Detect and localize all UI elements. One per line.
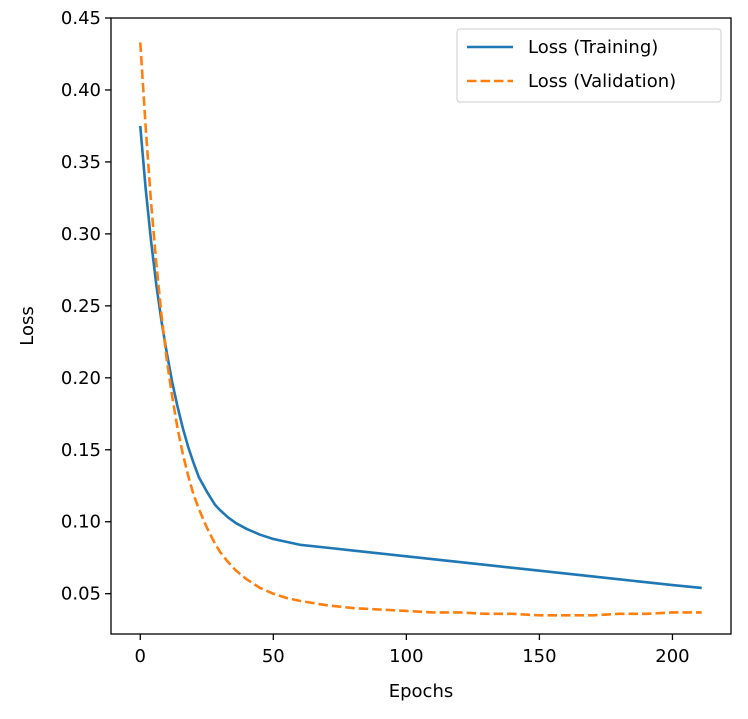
legend-label-validation: Loss (Validation) xyxy=(528,71,676,92)
x-tick-label: 200 xyxy=(655,646,689,667)
legend-box xyxy=(456,28,722,103)
legend-label-training: Loss (Training) xyxy=(528,37,658,58)
y-tick-label: 0.10 xyxy=(61,512,101,533)
y-tick-label: 0.45 xyxy=(61,8,101,29)
x-axis-ticks: 0 50 100 150 200 xyxy=(135,634,690,667)
plot-area xyxy=(110,17,732,635)
y-tick-label: 0.05 xyxy=(61,584,101,605)
x-axis-label: Epochs xyxy=(389,681,454,702)
y-tick-label: 0.20 xyxy=(61,368,101,389)
x-tick-label: 0 xyxy=(135,646,146,667)
x-tick-label: 150 xyxy=(522,646,556,667)
y-axis-label: Loss xyxy=(17,306,38,345)
legend: Loss (Training) Loss (Validation) xyxy=(456,28,722,103)
series-layer xyxy=(138,42,702,617)
y-tick-label: 0.15 xyxy=(61,440,101,461)
x-tick-label: 100 xyxy=(389,646,423,667)
y-tick-label: 0.30 xyxy=(61,224,101,245)
y-tick-label: 0.25 xyxy=(61,296,101,317)
y-tick-label: 0.40 xyxy=(61,80,101,101)
y-axis-ticks: 0.05 0.10 0.15 0.20 0.25 0.30 0.35 0.40 0.45 xyxy=(61,8,111,605)
series-line-validation xyxy=(138,42,702,617)
series-line-training xyxy=(138,125,702,590)
axes-frame xyxy=(110,17,732,635)
x-tick-label: 50 xyxy=(262,646,285,667)
y-tick-label: 0.35 xyxy=(61,152,101,173)
